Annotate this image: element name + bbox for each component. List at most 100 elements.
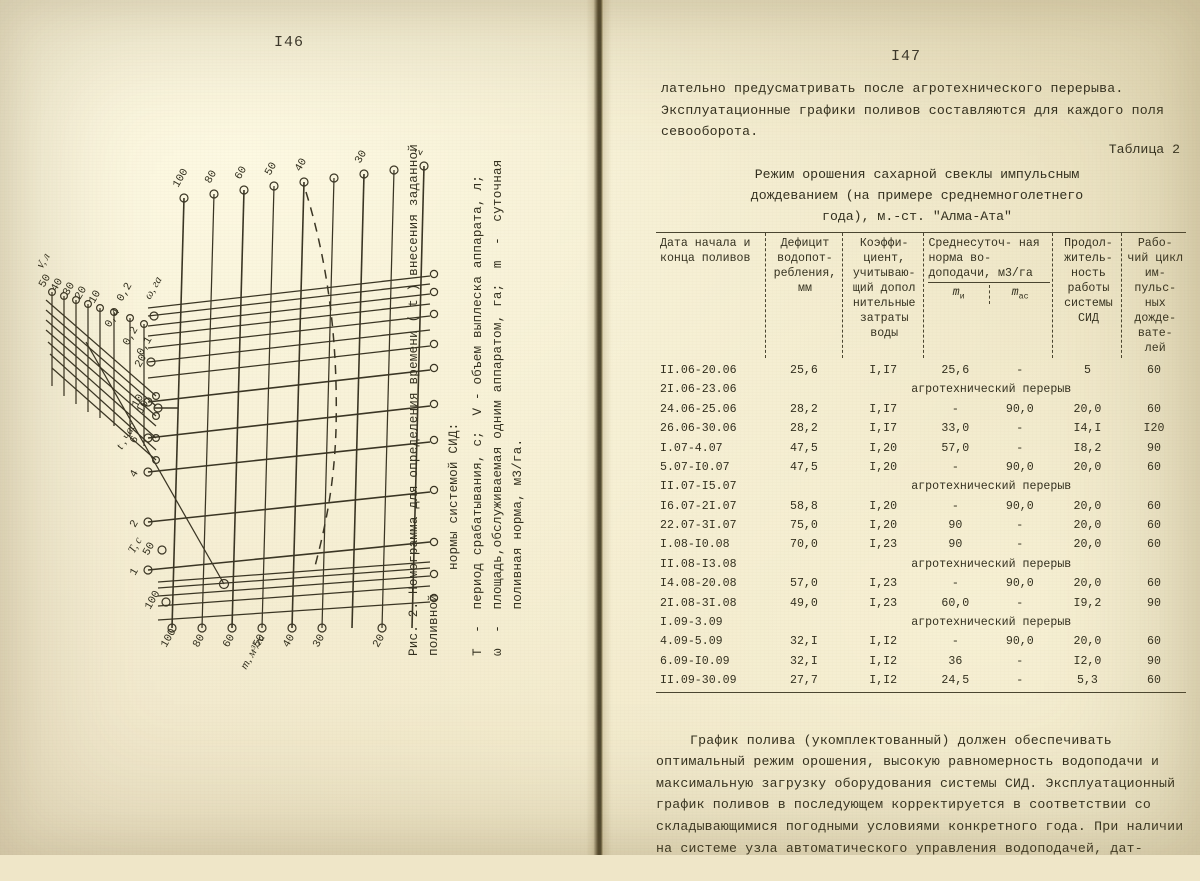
table-row: II.08-I3.08 агротехнический перерыв bbox=[656, 555, 1186, 574]
cell-mu: - bbox=[951, 635, 959, 649]
svg-text:40: 40 bbox=[49, 277, 66, 294]
table-row: I.09-3.09 агротехнический перерыв bbox=[656, 613, 1186, 632]
cell-deficit: 58,8 bbox=[790, 499, 818, 513]
caption-legend: T - период срабатывания, с; V - объем вы… bbox=[468, 96, 528, 656]
table-row: 2I.06-23.06 агротехнический перерыв bbox=[656, 380, 1186, 399]
table-body: II.06-20.06 25,6 I,I7 25,6 - 5 60 2I.06-23.06 аг… bbox=[656, 358, 1186, 692]
table-row: 4.09-5.09 32,I I,I2 - 90,0 20,0 60 bbox=[656, 632, 1186, 651]
cell-koef: I,I7 bbox=[869, 364, 898, 377]
cell-cycle: 60 bbox=[1147, 635, 1161, 649]
cell-deficit: 27,7 bbox=[790, 674, 818, 687]
svg-text:40: 40 bbox=[281, 633, 298, 650]
header-mu: mи bbox=[928, 285, 988, 304]
scanned-book-spread: I46 .gl{stroke:#3a3524;stroke-width:1.25… bbox=[0, 0, 1200, 856]
cell-duration: 20,0 bbox=[1073, 402, 1102, 416]
right-page: I47 лательно предусматривать после агрот… bbox=[612, 0, 1200, 856]
cell-koef: I,I2 bbox=[869, 635, 898, 649]
cell-cycle: 60 bbox=[1147, 577, 1161, 591]
paragraph-bottom: График полива (укомплектованный) должен … bbox=[656, 708, 1200, 881]
header-date: Дата начала и конца поливов bbox=[656, 232, 766, 358]
cell-mu: 33,0 bbox=[941, 422, 970, 436]
cell-koef: I,23 bbox=[869, 596, 898, 610]
svg-text:20: 20 bbox=[73, 285, 90, 302]
dashed-reference-curve bbox=[305, 191, 338, 571]
table-head: Дата начала и конца поливов Дефицит водо… bbox=[656, 232, 1186, 358]
cell-date: 5.07-I0.07 bbox=[660, 460, 730, 474]
cell-cycle: 90 bbox=[1147, 441, 1161, 455]
cell-date: I.09-3.09 bbox=[660, 615, 723, 629]
cell-koef: I,I7 bbox=[869, 422, 898, 436]
table-number-label: Таблица 2 bbox=[1108, 142, 1180, 157]
svg-text:0,1: 0,1 bbox=[135, 335, 155, 358]
header-norm-group-label: Среднесуточ- ная норма во- доподачи, м3/… bbox=[928, 237, 1040, 280]
header-norm-subcolumns: mи mас bbox=[928, 285, 1050, 305]
cell-mac: 90,0 bbox=[1005, 460, 1034, 474]
svg-text:V, л: V, л bbox=[38, 251, 53, 271]
cell-deficit: 25,6 bbox=[790, 364, 818, 377]
cell-date: 26.06-30.06 bbox=[660, 422, 737, 436]
cell-koef: I,I7 bbox=[869, 402, 898, 416]
paragraph-top: лательно предусматривать после агротехни… bbox=[661, 81, 1165, 140]
svg-text:100: 100 bbox=[159, 627, 179, 650]
table-row: 26.06-30.06 28,2 I,I7 33,0 - I4,I I20 bbox=[656, 419, 1186, 438]
cell-mac: - bbox=[1016, 654, 1024, 668]
cell-agro-break: агротехнический перерыв bbox=[911, 480, 1072, 494]
cell-mu: 36 bbox=[948, 654, 963, 668]
cell-date: I.07-4.07 bbox=[660, 441, 723, 455]
cell-deficit: 49,0 bbox=[790, 596, 818, 610]
table-title: Режим орошения сахарной свеклы импульсны… bbox=[682, 164, 1152, 227]
cell-mu: - bbox=[951, 499, 959, 513]
cell-mac: - bbox=[1016, 538, 1024, 552]
svg-text:50: 50 bbox=[263, 161, 280, 178]
cell-mac: - bbox=[1016, 441, 1024, 455]
table-row: I6.07-2I.07 58,8 I,20 - 90,0 20,0 60 bbox=[656, 496, 1186, 515]
table-row: I.08-I0.08 70,0 I,23 90 - 20,0 60 bbox=[656, 535, 1186, 554]
nomogram-graphic: .gl{stroke:#3a3524;stroke-width:1.25;fil… bbox=[38, 150, 439, 670]
table-row: 5.07-I0.07 47,5 I,20 - 90,0 20,0 60 bbox=[656, 458, 1186, 477]
page-number-right: I47 bbox=[890, 48, 921, 65]
svg-text:20: 20 bbox=[133, 353, 150, 370]
table-row: I.07-4.07 47,5 I,20 57,0 - I8,2 90 bbox=[656, 438, 1186, 457]
cell-date: I6.07-2I.07 bbox=[660, 499, 737, 513]
cell-mac: 90,0 bbox=[1005, 577, 1034, 591]
figure-nomogram: .gl{stroke:#3a3524;stroke-width:1.25;fil… bbox=[0, 0, 590, 855]
cell-cycle: 60 bbox=[1147, 674, 1161, 687]
cell-date: I.08-I0.08 bbox=[660, 538, 730, 552]
svg-text:100: 100 bbox=[143, 589, 163, 612]
legend-line-2: ω - площадь,обслуживаемая одним аппарато… bbox=[491, 159, 505, 656]
table-title-line-1: Режим орошения сахарной свеклы импульсны… bbox=[754, 167, 1080, 182]
cell-mac: - bbox=[1016, 596, 1024, 610]
svg-text:30: 30 bbox=[311, 633, 328, 650]
cell-deficit: 47,5 bbox=[790, 460, 818, 474]
cell-mac: 90,0 bbox=[1005, 499, 1034, 513]
header-mac-index: ас bbox=[1018, 291, 1029, 302]
table-bottom-rule bbox=[656, 692, 1186, 694]
table-row: 6.09-I0.09 32,I I,I2 36 - I2,0 90 bbox=[656, 651, 1186, 670]
page-number-left: I46 bbox=[273, 34, 304, 51]
cell-koef: I,20 bbox=[869, 460, 898, 474]
book-gutter bbox=[586, 0, 612, 855]
cell-deficit: 75,0 bbox=[790, 519, 818, 532]
svg-text:6: 6 bbox=[128, 434, 142, 446]
svg-text:0,2: 0,2 bbox=[115, 281, 135, 304]
legend-line-1: T - период срабатывания, с; V - объем вы… bbox=[471, 175, 485, 656]
cell-duration: I8,2 bbox=[1073, 441, 1102, 455]
svg-text:30: 30 bbox=[61, 281, 78, 298]
grid-m-lines bbox=[171, 165, 425, 629]
cell-duration: 20,0 bbox=[1073, 577, 1102, 591]
cell-cycle: 60 bbox=[1147, 402, 1161, 416]
table-row: 24.06-25.06 28,2 I,I7 - 90,0 20,0 60 bbox=[656, 400, 1186, 419]
header-koefficient: Коэффи- циент, учитываю- щий допол нител… bbox=[841, 232, 924, 358]
cell-cycle: 60 bbox=[1147, 519, 1161, 532]
cell-date: II.09-30.09 bbox=[660, 674, 737, 687]
caption-line-2: нормы системой СИД: bbox=[447, 422, 461, 570]
cell-mu: 57,0 bbox=[941, 441, 970, 455]
svg-text:ω, га: ω, га bbox=[142, 274, 165, 301]
cell-deficit: 70,0 bbox=[790, 538, 818, 552]
cell-date: 22.07-3I.07 bbox=[660, 519, 737, 532]
svg-text:80: 80 bbox=[203, 169, 220, 186]
cell-duration: 20,0 bbox=[1073, 499, 1102, 513]
cell-deficit: 32,I bbox=[790, 654, 818, 668]
table-row: II.06-20.06 25,6 I,I7 25,6 - 5 60 bbox=[656, 358, 1186, 380]
cell-duration: 20,0 bbox=[1073, 635, 1102, 649]
